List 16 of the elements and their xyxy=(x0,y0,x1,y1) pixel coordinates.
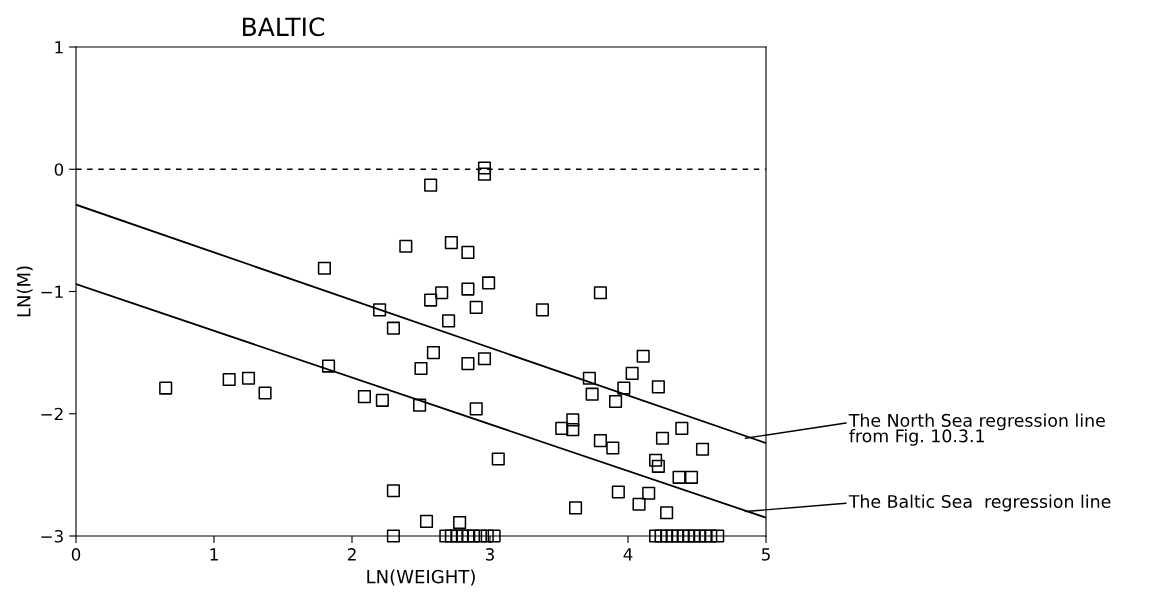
x-tick-label: 3 xyxy=(485,548,494,561)
x-tick-label: 1 xyxy=(210,548,218,561)
x-tick-label: 4 xyxy=(623,548,633,561)
y-tick-label: −1 xyxy=(41,285,63,298)
y-tick-label: 0 xyxy=(54,163,64,176)
x-axis-title: LN(WEIGHT) xyxy=(367,569,475,586)
y-tick-label: −3 xyxy=(41,529,63,543)
x-tick-label: 0 xyxy=(71,548,81,561)
y-axis-title: LN(M) xyxy=(16,266,33,317)
annotation: The North Sea regression line from Fig. 10.3.1 xyxy=(848,413,1105,446)
x-tick-label: 2 xyxy=(347,548,356,561)
y-tick-label: −2 xyxy=(41,407,63,421)
chart-title: BALTIC xyxy=(243,17,325,37)
y-tick-label: 1 xyxy=(55,41,63,54)
annotation: The Baltic Sea regression line xyxy=(848,494,1111,512)
x-tick-label: 5 xyxy=(761,548,770,561)
